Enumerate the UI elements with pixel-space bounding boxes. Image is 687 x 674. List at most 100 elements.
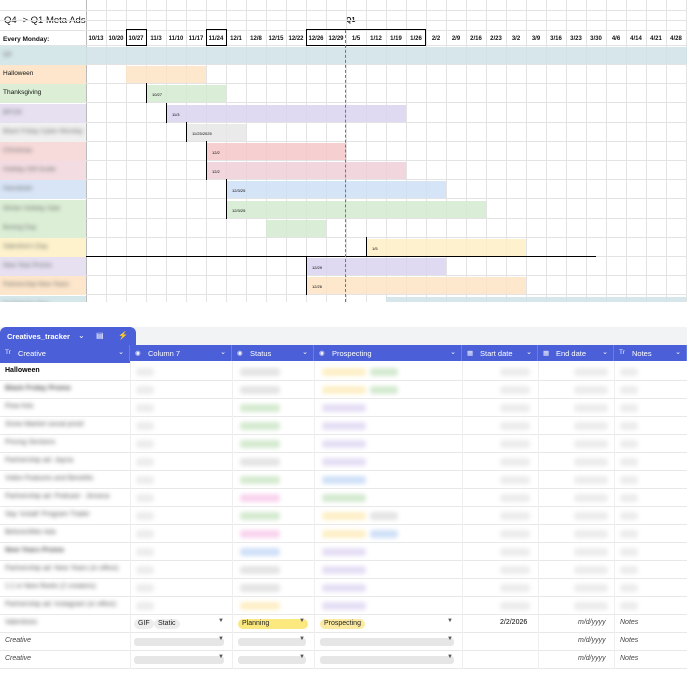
end-date-cell[interactable]	[574, 386, 608, 394]
column7-cell[interactable]	[136, 548, 154, 556]
notes-cell[interactable]: Notes	[620, 619, 639, 626]
dropdown-icon[interactable]: ▼	[299, 636, 305, 642]
table-row[interactable]: Creative ▼ ▼ ▼ m/d/yyyy Notes	[0, 633, 687, 651]
start-date-cell[interactable]	[500, 530, 530, 538]
column7-cell[interactable]	[136, 566, 154, 574]
dropdown-icon[interactable]: ▼	[299, 618, 305, 624]
prospecting-chip[interactable]	[322, 602, 366, 610]
status-planning[interactable]: Planning	[238, 619, 308, 629]
end-date-cell[interactable]	[574, 440, 608, 448]
start-date-cell[interactable]	[500, 512, 530, 520]
table-row[interactable]: Halloween	[0, 363, 687, 381]
table-row[interactable]: Partnership ad: Podcast - Jessica	[0, 489, 687, 507]
form-icon[interactable]: ▤	[96, 331, 104, 340]
column-header-start[interactable]: ▦ Start date ⌄	[462, 345, 538, 361]
notes-cell[interactable]	[620, 566, 638, 574]
end-date-cell[interactable]	[574, 548, 608, 556]
table-row[interactable]: Video Features and Benefits	[0, 471, 687, 489]
table-row[interactable]: Before/After Ads	[0, 525, 687, 543]
notes-cell[interactable]	[620, 458, 638, 466]
table-row[interactable]: Pricing Sections	[0, 435, 687, 453]
end-date-cell[interactable]	[574, 512, 608, 520]
notes-cell[interactable]	[620, 512, 638, 520]
chevron-down-icon[interactable]: ⌄	[302, 349, 308, 356]
creative-cell[interactable]: Partnership ad: Podcast - Jessica	[5, 493, 110, 500]
prospecting-chip[interactable]	[322, 422, 366, 430]
prospecting-chip[interactable]	[322, 440, 366, 448]
notes-cell[interactable]	[620, 530, 638, 538]
column-header-notes[interactable]: Tr Notes ⌄	[614, 345, 687, 361]
table-row[interactable]: Snow Market social proof	[0, 417, 687, 435]
end-date-cell[interactable]	[574, 602, 608, 610]
start-date-cell[interactable]	[500, 404, 530, 412]
creative-cell[interactable]: Snow Market social proof	[5, 421, 84, 428]
creative-cell[interactable]: Valentines	[5, 619, 38, 626]
creative-cell[interactable]: Creative	[5, 655, 32, 662]
status-chip[interactable]	[240, 440, 280, 448]
status-chip[interactable]	[240, 566, 280, 574]
status-chip[interactable]	[240, 548, 280, 556]
creative-cell[interactable]: New Years Promo	[5, 547, 65, 554]
creative-cell[interactable]: Before/After Ads	[5, 529, 56, 536]
creative-cell[interactable]: Say 'install' Program Trailer	[5, 511, 90, 518]
prospecting-chip[interactable]	[322, 458, 366, 466]
column7-cell[interactable]	[136, 584, 154, 592]
end-date-cell[interactable]	[574, 584, 608, 592]
table-row[interactable]: Valentines GIF Static ▼ Planning ▼ Prospecting…	[0, 615, 687, 633]
prospecting-chip[interactable]	[370, 386, 398, 394]
status-cell[interactable]	[238, 656, 306, 664]
column7-cell[interactable]	[136, 494, 154, 502]
end-date-cell[interactable]	[574, 566, 608, 574]
start-date-cell[interactable]	[500, 386, 530, 394]
creative-cell[interactable]: Black Friday Promo	[5, 385, 71, 392]
start-date-cell[interactable]	[500, 602, 530, 610]
tab-creatives-tracker[interactable]: Creatives_tracker ⌄ ▤ ⚡	[0, 327, 136, 345]
status-chip[interactable]	[240, 386, 280, 394]
end-date-cell[interactable]: m/d/yyyy	[578, 619, 606, 626]
tag-static[interactable]: Static	[154, 619, 180, 629]
column7-cell[interactable]	[136, 602, 154, 610]
notes-cell[interactable]	[620, 476, 638, 484]
chevron-down-icon[interactable]: ⌄	[450, 349, 456, 356]
notes-cell[interactable]	[620, 602, 638, 610]
table-row[interactable]: Say 'install' Program Trailer	[0, 507, 687, 525]
table-row[interactable]: Flow Kits	[0, 399, 687, 417]
dropdown-icon[interactable]: ▼	[447, 654, 453, 660]
status-chip[interactable]	[240, 458, 280, 466]
column7-cell[interactable]	[136, 458, 154, 466]
start-date-cell[interactable]	[500, 584, 530, 592]
prospecting-cell[interactable]	[320, 656, 454, 664]
creative-cell[interactable]: Video Features and Benefits	[5, 475, 94, 482]
end-date-cell[interactable]	[574, 404, 608, 412]
notes-cell[interactable]	[620, 548, 638, 556]
column7-cell[interactable]	[136, 440, 154, 448]
notes-cell[interactable]	[620, 584, 638, 592]
table-row[interactable]: 1:1 in New Reels (2 creators)	[0, 579, 687, 597]
status-chip[interactable]	[240, 584, 280, 592]
prospecting-chip[interactable]	[322, 476, 366, 484]
prospecting-chip[interactable]	[322, 566, 366, 574]
start-date-cell[interactable]	[500, 368, 530, 376]
prospecting-chip[interactable]	[322, 548, 366, 556]
status-cell[interactable]	[238, 638, 306, 646]
status-chip[interactable]	[240, 530, 280, 538]
start-date-cell[interactable]	[500, 440, 530, 448]
prospecting-chip[interactable]	[322, 404, 366, 412]
prospecting-chip[interactable]	[370, 530, 398, 538]
start-date-cell[interactable]	[500, 476, 530, 484]
prospecting-chip[interactable]	[370, 512, 398, 520]
dropdown-icon[interactable]: ▼	[218, 636, 224, 642]
chevron-down-icon[interactable]: ⌄	[526, 349, 532, 356]
column-header-status[interactable]: ◉ Status ⌄	[232, 345, 314, 361]
chevron-down-icon[interactable]: ⌄	[602, 349, 608, 356]
creative-cell[interactable]: Partnership ad: Instagram (in office)	[5, 601, 117, 608]
status-chip[interactable]	[240, 512, 280, 520]
status-chip[interactable]	[240, 404, 280, 412]
column-header-end[interactable]: ▦ End date ⌄	[538, 345, 614, 361]
notes-cell[interactable]: Notes	[620, 637, 639, 644]
start-date-cell[interactable]	[500, 566, 530, 574]
table-row[interactable]: Partnership ad: Jayna	[0, 453, 687, 471]
prospecting-chip[interactable]	[322, 494, 366, 502]
table-row[interactable]: Black Friday Promo	[0, 381, 687, 399]
start-date-cell[interactable]	[500, 494, 530, 502]
